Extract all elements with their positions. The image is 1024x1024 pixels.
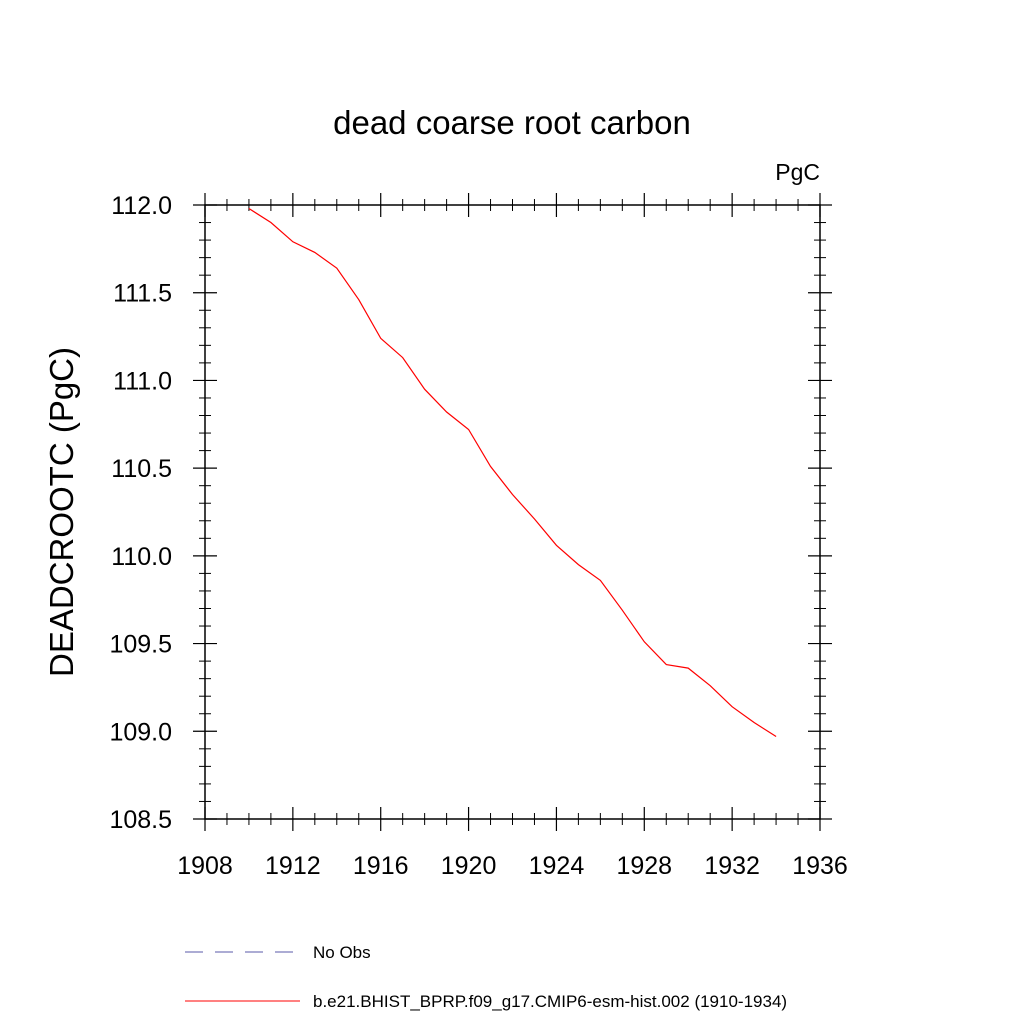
- y-tick-label: 109.5: [109, 631, 172, 659]
- x-tick-label: 1936: [792, 852, 848, 880]
- legend: No Obs b.e21.BHIST_BPRP.f09_g17.CMIP6-esm…: [185, 943, 787, 1011]
- y-tick-label: 111.5: [113, 280, 172, 308]
- x-tick-label: 1916: [353, 852, 409, 880]
- series-layer: [248, 207, 777, 738]
- series-line: [248, 207, 777, 738]
- y-tick-label: 112.0: [111, 192, 172, 220]
- plot-frame: [204, 204, 821, 820]
- y-tick-label: 110.5: [111, 455, 172, 483]
- y-axis: 108.5 109.0 109.5 110.0 110.5 111.0 111.5 112.0: [109, 192, 832, 834]
- y-tick-label: 111.0: [113, 367, 172, 395]
- y-tick-label: 109.0: [109, 718, 172, 746]
- x-tick-label: 1932: [704, 852, 760, 880]
- x-axis: 1908 1912 1916 1920 1924 1928 1932 1936: [177, 193, 848, 880]
- x-tick-label: 1924: [529, 852, 585, 880]
- x-tick-label: 1908: [177, 852, 233, 880]
- y-tick-label: 110.0: [111, 543, 172, 571]
- x-tick-label: 1928: [616, 852, 672, 880]
- chart-title: dead coarse root carbon: [333, 104, 691, 141]
- legend-label: b.e21.BHIST_BPRP.f09_g17.CMIP6-esm-hist.…: [313, 992, 787, 1011]
- x-tick-label: 1920: [441, 852, 497, 880]
- units-label: PgC: [775, 159, 820, 185]
- legend-label: No Obs: [313, 943, 371, 962]
- y-axis-label: DEADCROOTC (PgC): [43, 347, 80, 677]
- y-tick-label: 108.5: [109, 806, 172, 834]
- x-tick-label: 1912: [265, 852, 321, 880]
